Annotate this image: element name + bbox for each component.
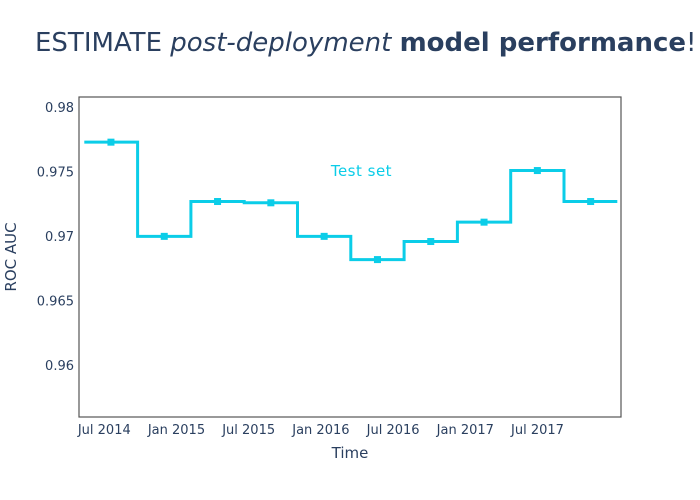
data-point-marker [587,198,595,206]
data-point-marker [427,238,435,246]
data-point-marker [480,218,488,226]
title-part-bang: ! [686,28,697,58]
y-tick-label: 0.975 [37,165,74,180]
data-point-marker [214,198,222,206]
test-set-step-line [84,140,618,262]
y-tick-label: 0.965 [37,294,74,309]
data-point-marker [533,167,541,175]
x-axis-title: Time [331,444,369,462]
x-tick-label: Jan 2016 [291,423,349,438]
x-tick-label: Jul 2016 [366,423,420,438]
x-tick-label: Jan 2015 [147,423,205,438]
y-tick-label: 0.97 [45,230,74,245]
chart-title: ESTIMATE post-deployment model performan… [35,28,696,58]
data-point-marker [160,232,168,240]
data-point-marker [373,256,381,264]
data-point-marker [107,138,115,146]
title-part-italic: post-deployment [170,28,392,58]
title-part-regular: ESTIMATE [35,28,171,58]
x-tick-label: Jul 2017 [510,423,564,438]
x-tick-label: Jul 2014 [77,423,131,438]
y-axis-title: ROC AUC [2,222,20,291]
x-tick-label: Jul 2015 [221,423,275,438]
plot-area-border [78,96,622,418]
test-set-step-line-group [84,138,618,264]
y-axis-tick-labels: 0.96 0.965 0.97 0.975 0.98 [37,101,74,374]
series-label-test-set: Test set [330,162,392,180]
x-tick-label: Jan 2017 [436,423,494,438]
title-part-bold: model performance [399,28,687,58]
x-axis-tick-labels: Jul 2014 Jan 2015 Jul 2015 Jan 2016 Jul 2016… [77,423,564,438]
data-point-marker [320,232,328,240]
y-tick-label: 0.96 [45,359,74,374]
data-point-marker [267,199,275,207]
y-tick-label: 0.98 [45,101,74,116]
